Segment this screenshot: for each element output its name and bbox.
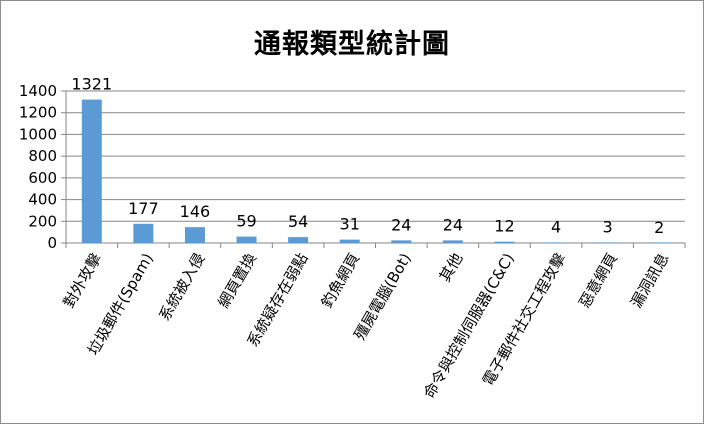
data-label: 12 bbox=[494, 217, 514, 236]
bar bbox=[649, 242, 670, 243]
data-label: 3 bbox=[603, 218, 613, 237]
data-label: 177 bbox=[128, 199, 159, 218]
y-tick-label: 0 bbox=[47, 234, 57, 252]
y-tick-label: 1400 bbox=[19, 82, 57, 100]
data-label: 24 bbox=[391, 215, 411, 234]
y-tick-label: 200 bbox=[28, 212, 57, 230]
category-label: 惡意網頁 bbox=[575, 250, 621, 311]
chart-title: 通報類型統計圖 bbox=[254, 29, 450, 60]
data-label: 59 bbox=[236, 212, 256, 231]
category-label: 釣魚網頁 bbox=[318, 250, 364, 311]
category-label: 命令與控制伺服器(C&C) bbox=[420, 250, 518, 401]
data-label: 24 bbox=[443, 215, 463, 234]
bar bbox=[133, 223, 154, 243]
category-label: 系統被入侵 bbox=[155, 250, 208, 324]
data-label: 2 bbox=[654, 218, 664, 237]
bar bbox=[184, 227, 205, 243]
category-label: 其他 bbox=[436, 250, 467, 285]
bar bbox=[339, 239, 360, 243]
data-label: 146 bbox=[180, 202, 211, 221]
data-label: 54 bbox=[288, 212, 308, 231]
bar bbox=[494, 241, 515, 243]
y-tick-label: 800 bbox=[28, 147, 57, 165]
y-tick-label: 1000 bbox=[19, 125, 57, 143]
category-label: 對外攻擊 bbox=[60, 250, 106, 311]
category-label: 網頁置換 bbox=[214, 250, 260, 311]
data-label: 31 bbox=[340, 215, 360, 234]
gridlines bbox=[66, 90, 685, 222]
bars bbox=[81, 99, 670, 243]
bar bbox=[442, 240, 463, 243]
y-tick-label: 600 bbox=[28, 169, 57, 187]
y-tick-labels: 0 200 400 600 800 1000 1200 1400 bbox=[19, 82, 57, 252]
data-label: 1321 bbox=[71, 75, 112, 94]
bar bbox=[546, 242, 567, 243]
bar bbox=[597, 242, 618, 243]
bar bbox=[391, 240, 412, 243]
data-labels: 1321 177 146 59 54 31 24 24 12 4 3 2 bbox=[71, 75, 664, 237]
bar bbox=[236, 236, 257, 243]
axes bbox=[61, 90, 686, 248]
category-label: 漏洞訊息 bbox=[627, 250, 673, 311]
bar bbox=[81, 99, 102, 243]
data-label: 4 bbox=[551, 218, 561, 237]
y-tick-label: 400 bbox=[28, 191, 57, 209]
y-tick-label: 1200 bbox=[19, 104, 57, 122]
bar bbox=[288, 237, 309, 243]
